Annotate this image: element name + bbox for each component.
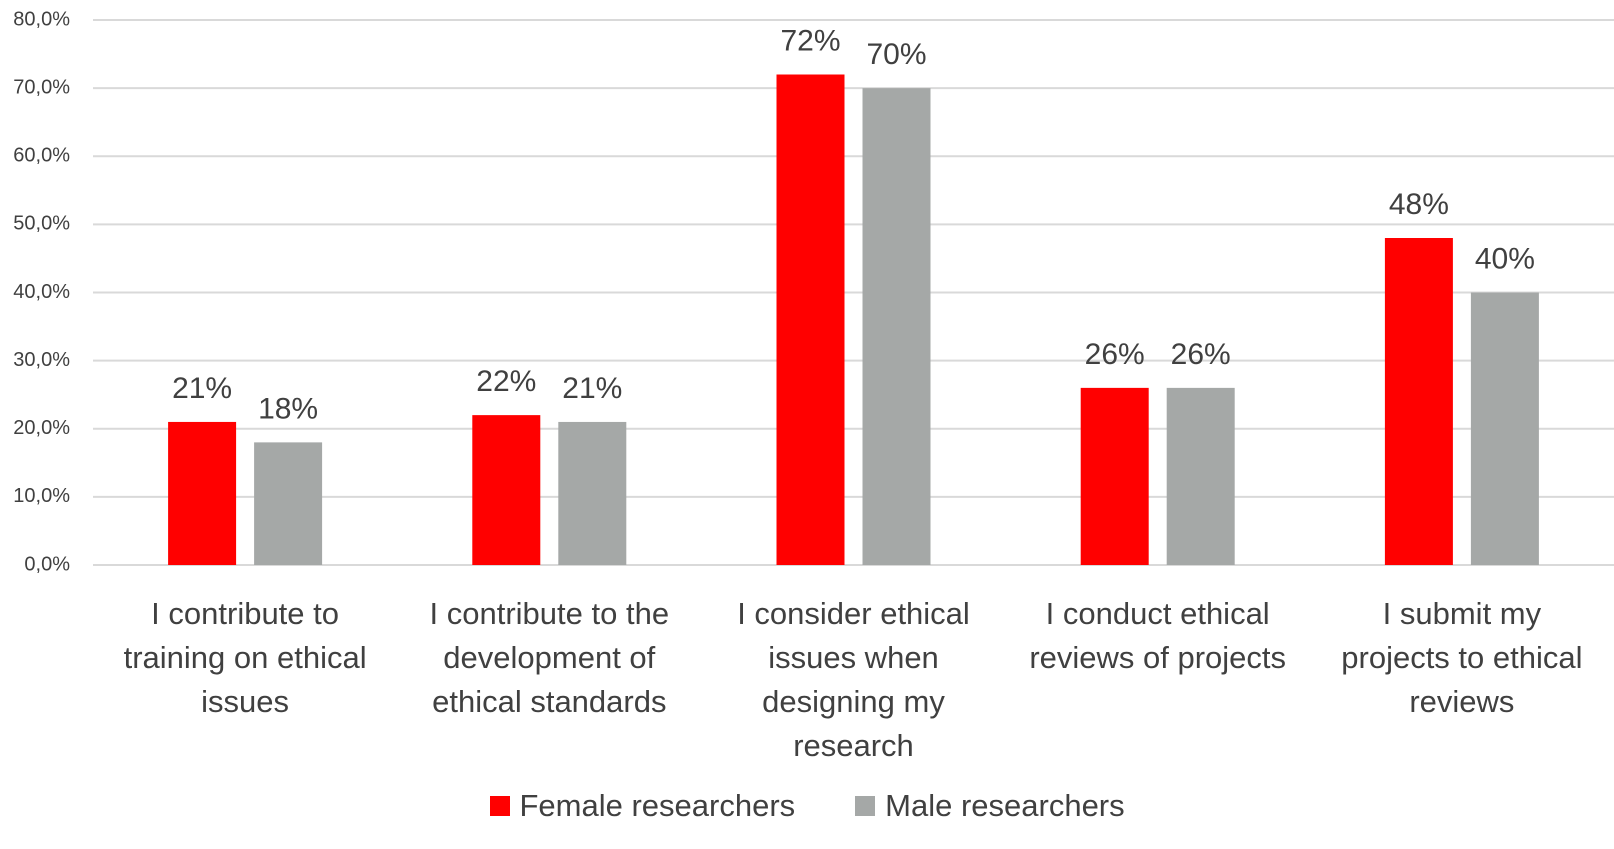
y-tick-label: 70,0% <box>13 76 70 98</box>
bar <box>1080 387 1149 565</box>
data-label: 18% <box>258 392 318 425</box>
bar <box>472 415 541 565</box>
bar <box>1384 238 1453 565</box>
legend-label: Male researchers <box>885 788 1125 823</box>
data-label: 40% <box>1475 242 1535 275</box>
y-tick-label: 20,0% <box>13 417 70 439</box>
bar <box>168 421 237 565</box>
bar <box>1470 292 1539 565</box>
bar <box>862 88 931 565</box>
legend-label: Female researchers <box>519 788 796 823</box>
y-tick-label: 40,0% <box>13 281 70 303</box>
legend-swatch <box>855 796 876 816</box>
data-label: 70% <box>866 38 926 71</box>
data-label: 48% <box>1389 188 1449 221</box>
data-label: 72% <box>780 24 840 57</box>
data-label: 21% <box>172 372 232 405</box>
bar <box>558 421 627 565</box>
x-tick-label: I contribute to training on ethical issu… <box>123 596 367 719</box>
x-tick-label: I submit my projects to ethical reviews <box>1341 596 1583 719</box>
y-tick-label: 60,0% <box>13 145 70 167</box>
bar <box>776 74 845 565</box>
bar <box>254 442 323 565</box>
legend-item: Male researchers <box>855 788 1125 824</box>
y-tick-label: 50,0% <box>13 213 70 235</box>
data-label: 26% <box>1171 338 1231 371</box>
y-tick-label: 0,0% <box>24 553 70 575</box>
x-tick-label: I conduct ethical reviews of projects <box>1029 596 1287 675</box>
legend: Female researchers Male researchers <box>489 788 1125 824</box>
data-label: 26% <box>1085 338 1145 371</box>
data-label: 21% <box>562 372 622 405</box>
legend-item: Female researchers <box>489 788 796 824</box>
x-tick-label: I consider ethical issues when designing… <box>737 596 970 763</box>
bar <box>1166 387 1235 565</box>
y-tick-label: 80,0% <box>13 8 70 30</box>
y-tick-label: 30,0% <box>13 349 70 371</box>
x-tick-label: I contribute to the development of ethic… <box>429 596 670 719</box>
data-label: 22% <box>476 365 536 398</box>
y-tick-label: 10,0% <box>13 485 70 507</box>
legend-swatch <box>489 796 510 816</box>
